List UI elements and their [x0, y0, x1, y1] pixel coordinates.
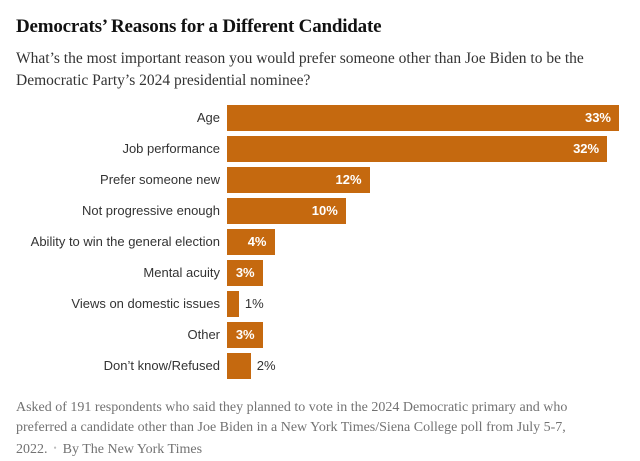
bar [227, 353, 251, 379]
bar: 3% [227, 322, 263, 348]
bar [227, 291, 239, 317]
value-label: 3% [235, 265, 255, 280]
chart-footnote: Asked of 191 respondents who said they p… [16, 398, 616, 460]
category-label: Not progressive enough [81, 203, 220, 218]
bar: 10% [227, 198, 346, 224]
bar: 33% [227, 105, 619, 131]
category-label: Ability to win the general election [30, 234, 220, 249]
footnote-text: Asked of 191 respondents who said they p… [16, 400, 568, 457]
value-label: 12% [335, 172, 362, 187]
value-label: 10% [311, 203, 338, 218]
bar: 32% [227, 136, 608, 162]
value-label: 3% [235, 327, 255, 342]
bar: 3% [227, 260, 263, 286]
category-label: Mental acuity [143, 265, 220, 280]
chart-title: Democrats’ Reasons for a Different Candi… [16, 16, 382, 37]
bar-row: Age 33% [0, 105, 640, 131]
bar-row: Not progressive enough 10% [0, 198, 640, 224]
byline: By The New York Times [62, 442, 203, 457]
bar-row: Prefer someone new 12% [0, 167, 640, 193]
value-label: 4% [247, 234, 267, 249]
category-label: Prefer someone new [100, 172, 220, 187]
bar-row: Ability to win the general election 4% [0, 229, 640, 255]
bar-row: Mental acuity 3% [0, 260, 640, 286]
bar-chart: Age 33% Job performance 32% Prefer someone n… [0, 105, 640, 379]
separator-dot-icon: • [53, 443, 57, 453]
category-label: Views on domestic issues [71, 296, 220, 311]
value-label: 2% [256, 358, 276, 373]
bar-row: Other 3% [0, 322, 640, 348]
value-label: 32% [573, 141, 600, 156]
category-label: Don’t know/Refused [103, 358, 220, 373]
category-label: Job performance [122, 141, 220, 156]
bar-row: Job performance 32% [0, 136, 640, 162]
bar-row: Views on domestic issues 1% [0, 291, 640, 317]
bar-row: Don’t know/Refused 2% [0, 353, 640, 379]
category-label: Age [196, 110, 220, 125]
value-label: 1% [244, 296, 264, 311]
chart-subtitle: What’s the most important reason you wou… [16, 50, 584, 89]
bar: 4% [227, 229, 275, 255]
value-label: 33% [584, 110, 611, 125]
category-label: Other [187, 327, 220, 342]
bar: 12% [227, 167, 370, 193]
